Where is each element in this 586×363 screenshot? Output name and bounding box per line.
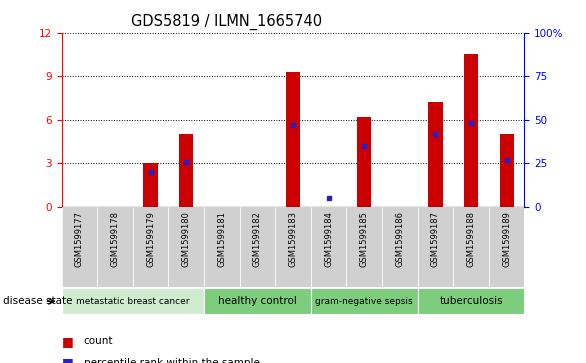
Bar: [311, 288, 418, 314]
Text: ■: ■: [62, 356, 77, 363]
Text: percentile rank within the sample: percentile rank within the sample: [84, 358, 260, 363]
Text: healthy control: healthy control: [218, 296, 297, 306]
Text: GSM1599180: GSM1599180: [182, 211, 190, 267]
Bar: [168, 207, 204, 287]
Text: GSM1599184: GSM1599184: [324, 211, 333, 267]
Bar: [275, 207, 311, 287]
Bar: [179, 134, 193, 207]
Text: tuberculosis: tuberculosis: [440, 296, 503, 306]
Bar: [357, 117, 372, 207]
Text: GSM1599177: GSM1599177: [75, 211, 84, 267]
Bar: [428, 102, 442, 207]
Bar: [453, 207, 489, 287]
Text: metastatic breast cancer: metastatic breast cancer: [76, 297, 189, 306]
Bar: [286, 72, 300, 207]
Text: GSM1599185: GSM1599185: [360, 211, 369, 267]
Bar: [311, 207, 346, 287]
Bar: [133, 207, 168, 287]
Text: GSM1599179: GSM1599179: [146, 211, 155, 267]
Text: GSM1599178: GSM1599178: [110, 211, 120, 267]
Bar: [204, 288, 311, 314]
Bar: [418, 288, 524, 314]
Bar: [418, 207, 453, 287]
Text: GSM1599188: GSM1599188: [466, 211, 476, 267]
Bar: [204, 207, 240, 287]
Text: GSM1599186: GSM1599186: [396, 211, 404, 267]
Bar: [464, 54, 478, 207]
Text: count: count: [84, 336, 113, 346]
Bar: [62, 207, 97, 287]
Bar: [346, 207, 382, 287]
Bar: [240, 207, 275, 287]
Bar: [144, 163, 158, 207]
Bar: [499, 134, 514, 207]
Text: GSM1599182: GSM1599182: [253, 211, 262, 267]
Bar: [489, 207, 524, 287]
Text: gram-negative sepsis: gram-negative sepsis: [315, 297, 413, 306]
Text: GSM1599187: GSM1599187: [431, 211, 440, 267]
Text: GSM1599183: GSM1599183: [288, 211, 298, 267]
Text: GSM1599189: GSM1599189: [502, 211, 511, 267]
Bar: [62, 288, 204, 314]
Text: GSM1599181: GSM1599181: [217, 211, 226, 267]
Text: GDS5819 / ILMN_1665740: GDS5819 / ILMN_1665740: [131, 14, 322, 30]
Text: disease state: disease state: [3, 296, 73, 306]
Bar: [97, 207, 133, 287]
Text: ■: ■: [62, 335, 77, 348]
Bar: [382, 207, 418, 287]
